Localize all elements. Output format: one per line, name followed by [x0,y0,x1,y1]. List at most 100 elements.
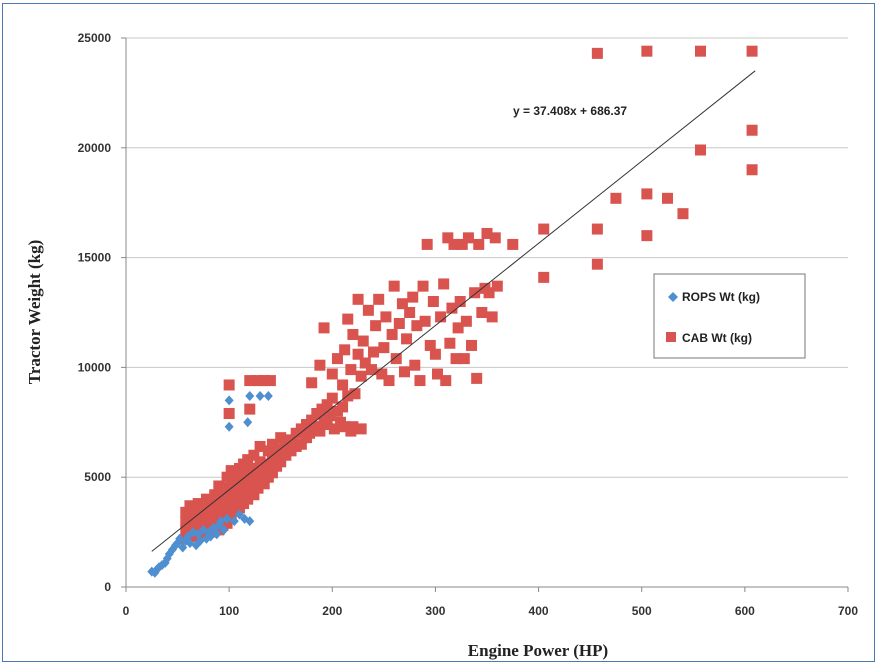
cab-point [429,348,441,360]
cab-point [365,364,377,376]
cab-point [352,348,364,360]
cab-point [223,408,235,420]
x-tick-label: 0 [123,604,130,618]
cab-point [205,495,217,507]
cab-point [446,302,458,314]
rops-point [255,390,265,401]
cab-point [339,344,351,356]
cab-point [411,320,423,332]
cab-point [275,456,287,468]
cab-point [450,353,462,365]
cab-point [431,368,443,380]
x-tick-labels: 0 100 200 300 400 500 600 700 [123,604,859,618]
cab-point [266,467,278,479]
cab-point [440,375,452,387]
y-tick-label: 5000 [84,470,111,484]
cab-point [421,238,433,250]
x-tick-label: 300 [425,604,445,618]
cab-point [469,287,481,299]
cab-point [376,368,388,380]
cab-point [331,353,343,365]
rops-point [178,542,188,553]
cab-point [419,315,431,327]
cab-point [407,291,419,303]
cab-point [254,456,266,468]
cab-point [386,328,398,340]
cab-point [342,313,354,325]
cab-point [266,454,278,466]
cab-point [746,45,758,57]
cab-point [248,476,260,488]
trendline-path [151,70,756,552]
cab-point [347,421,359,433]
cab-point [383,375,395,387]
cab-point [326,368,338,380]
cab-point [326,392,338,404]
cab-point [373,293,385,305]
cab-point [388,280,400,292]
cab-point [641,188,653,200]
cab-point [314,359,326,371]
rops-point [219,524,229,535]
cab-point [355,370,367,382]
cab-point [314,425,326,437]
cab-point [378,342,390,354]
cab-point [435,311,447,323]
cab-point [591,47,603,59]
cab-point [337,401,349,413]
cab-point [695,144,707,156]
cab-point [242,493,254,505]
cab-point [398,366,410,378]
cab-point [306,377,318,389]
cab-point [491,280,503,292]
cab-point [337,379,349,391]
cab-point [359,357,371,369]
cab-point [462,232,474,244]
cab-point [362,304,374,316]
cab-point [252,375,264,387]
cab-point [458,353,470,365]
cab-point [448,238,460,250]
cab-point [466,339,478,351]
y-axis-title: Tractor Weight (kg) [25,240,44,384]
cab-point [304,427,316,439]
cab-point [345,364,357,376]
cab-point [746,124,758,136]
cab-point [414,375,426,387]
legend-diamond-icon [668,292,678,302]
cab-point [321,399,333,411]
cab-point [352,293,364,305]
cab-point [591,258,603,270]
legend-square-icon [666,332,676,342]
cab-point [324,410,336,422]
x-axis-title: Engine Power (HP) [468,641,608,660]
cab-point [456,238,468,250]
rops-point [224,421,234,432]
cab-point [252,482,264,494]
legend-box [653,273,806,359]
cab-point [242,454,254,466]
axes [121,37,849,592]
rops-point [234,509,244,520]
cab-point [746,164,758,176]
cab-point [641,45,653,57]
y-tick-label: 25000 [78,31,112,45]
cab-point [444,337,456,349]
y-tick-label: 20000 [78,141,112,155]
cab-point [452,322,464,334]
data-points [147,45,758,578]
rops-point [224,395,234,406]
cab-point [254,440,266,452]
cab-point [262,445,274,457]
cab-point [662,192,673,204]
rops-point [263,390,273,401]
rops-point [229,516,239,527]
cab-point [370,320,382,332]
cab-point [390,353,402,365]
cab-point [424,339,436,351]
cab-point [339,421,351,433]
cab-point [476,307,488,318]
cab-point [427,296,439,308]
legend-label-cab: CAB Wt (kg) [682,331,752,345]
